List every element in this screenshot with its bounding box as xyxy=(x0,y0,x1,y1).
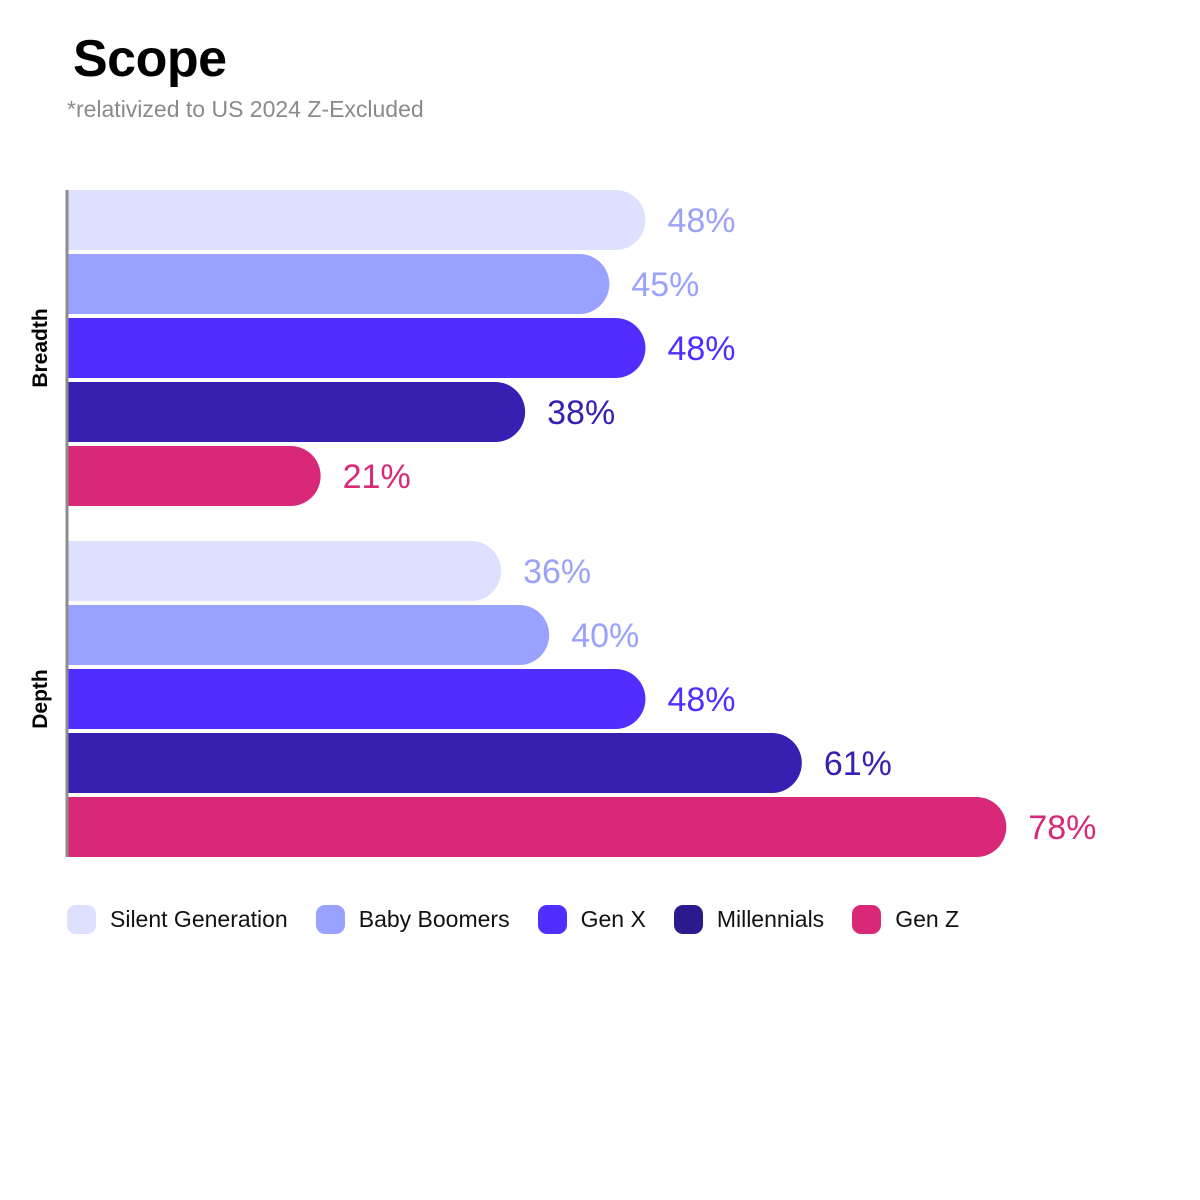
data-label-depth-millennials: 61% xyxy=(824,745,892,783)
legend-item-millennials: Millennials xyxy=(673,905,825,934)
legend-swatch xyxy=(673,905,703,934)
chart-subtitle: *relativized to US 2024 Z-Excluded xyxy=(67,96,424,122)
legend-item-gen-z: Gen Z xyxy=(852,905,959,934)
category-label-depth: Depth xyxy=(29,669,52,729)
category-label-breadth: Breadth xyxy=(29,308,52,387)
legend-item-gen-x: Gen X xyxy=(537,905,646,934)
bar-depth-baby-boomers xyxy=(68,605,550,665)
legend-label: Baby Boomers xyxy=(358,906,510,932)
legend-label: Millennials xyxy=(716,906,825,932)
bar-depth-silent-generation xyxy=(68,541,502,601)
legend-swatch xyxy=(315,905,345,934)
data-label-breadth-baby-boomers: 45% xyxy=(631,266,699,304)
legend-item-silent-generation: Silent Generation xyxy=(67,905,288,934)
data-label-breadth-millennials: 38% xyxy=(547,394,615,432)
chart-title: Scope xyxy=(73,30,227,88)
bar-breadth-baby-boomers xyxy=(68,254,610,314)
bar-depth-gen-x xyxy=(68,669,646,729)
data-label-depth-baby-boomers: 40% xyxy=(571,617,639,655)
bar-depth-millennials xyxy=(68,733,802,793)
legend-swatch xyxy=(67,905,96,934)
bar-breadth-silent-generation xyxy=(68,190,646,251)
data-label-depth-gen-z: 78% xyxy=(1028,809,1096,847)
data-label-depth-gen-x: 48% xyxy=(667,681,735,719)
data-label-breadth-gen-x: 48% xyxy=(667,330,735,368)
legend-label: Gen Z xyxy=(895,906,960,932)
bar-depth-gen-z xyxy=(68,797,1007,857)
legend-label: Gen X xyxy=(580,906,646,932)
data-label-breadth-gen-z: 21% xyxy=(343,458,411,496)
legend-item-baby-boomers: Baby Boomers xyxy=(315,905,510,934)
bar-breadth-gen-x xyxy=(68,318,646,378)
bar-chart: 48% 45% 48% 38% 21% Breadth 36% 40% 48% 61% 78% Dep… xyxy=(29,190,1096,857)
legend-swatch xyxy=(852,905,882,934)
bar-breadth-gen-z xyxy=(68,446,321,506)
bar-breadth-millennials xyxy=(68,382,526,442)
data-label-depth-silent-generation: 36% xyxy=(523,553,591,591)
legend: Silent Generation Baby Boomers Gen X Mil… xyxy=(67,905,987,934)
legend-swatch xyxy=(537,905,567,934)
data-label-breadth-silent-generation: 48% xyxy=(667,202,735,240)
legend-label: Silent Generation xyxy=(110,906,288,932)
